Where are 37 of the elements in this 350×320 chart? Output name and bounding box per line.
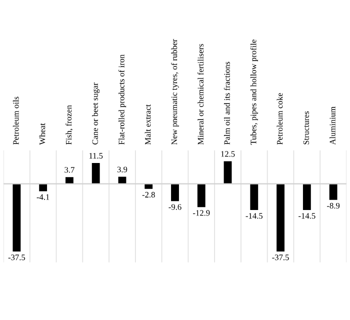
x-tick-label: Petroleum coke xyxy=(276,93,283,145)
bar xyxy=(66,177,74,184)
bar xyxy=(197,184,206,208)
x-tick-label: Petroleum oils xyxy=(12,96,19,145)
bar xyxy=(92,163,100,184)
data-label: -4.1 xyxy=(36,194,50,200)
bar xyxy=(250,184,258,210)
data-label: -9.6 xyxy=(168,204,182,210)
data-label: -14.5 xyxy=(298,213,316,219)
data-label: -37.5 xyxy=(8,254,26,260)
bar xyxy=(302,184,311,210)
x-tick-label: Wheat xyxy=(39,123,46,145)
x-tick-label: Tubes, pipes and hollow profile xyxy=(250,40,258,145)
data-label: -14.5 xyxy=(246,213,263,219)
bar xyxy=(329,184,338,200)
x-tick-label: Structures xyxy=(303,111,310,144)
x-tick-label: Flat-rolled products of iron xyxy=(118,54,126,145)
x-tick-label: Aluminium xyxy=(330,106,336,145)
x-tick-label: New pneumatic tyres, of rubber xyxy=(171,39,179,145)
x-tick-label: Cane or beet sugar xyxy=(92,82,100,144)
data-label: -37.5 xyxy=(272,254,289,260)
x-tick-label: Malt extract xyxy=(144,104,151,145)
data-label: 3.9 xyxy=(117,166,128,172)
bar xyxy=(276,184,284,252)
data-label: 3.7 xyxy=(64,167,74,173)
bar xyxy=(144,184,153,189)
data-label: -12.9 xyxy=(193,210,210,216)
data-label: 12.5 xyxy=(221,151,235,157)
data-label: -8.9 xyxy=(327,202,340,209)
bar xyxy=(12,184,21,252)
x-tick-label: Palm oil and its fractions xyxy=(224,62,230,145)
bar xyxy=(171,184,179,202)
bar xyxy=(224,161,232,184)
data-label: 11.5 xyxy=(89,152,103,159)
data-label: -2.8 xyxy=(142,192,155,198)
x-tick-label: Mineral or chemical fertilisers xyxy=(198,44,204,145)
x-tick-label: Fish, frozen xyxy=(66,105,73,145)
